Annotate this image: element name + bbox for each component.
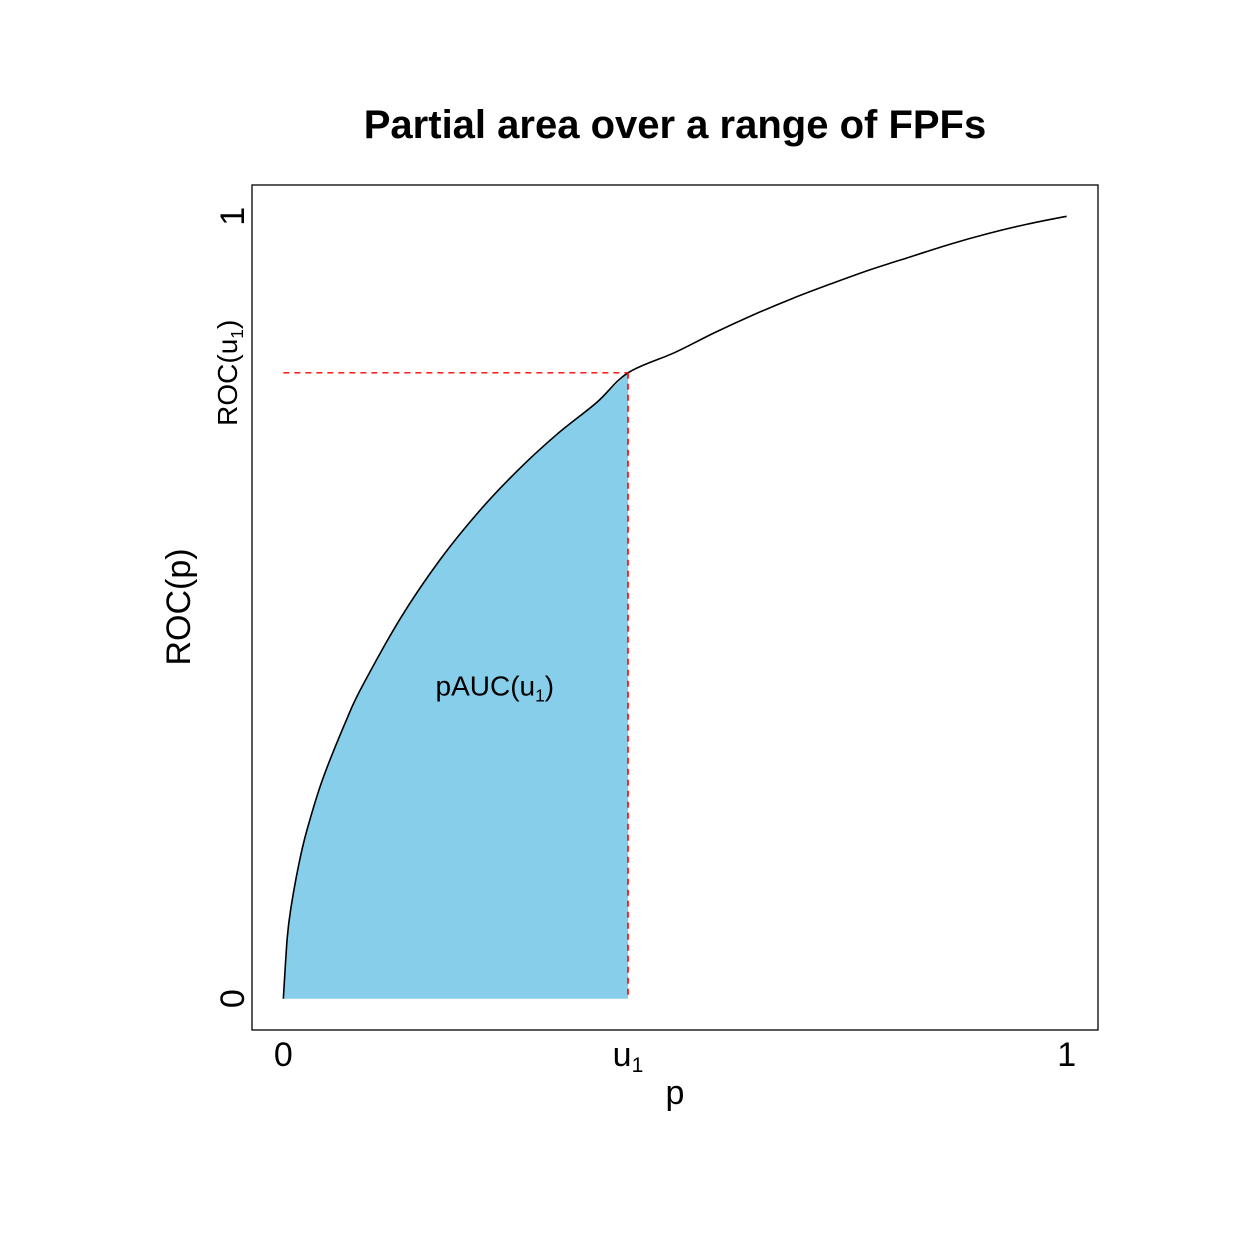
plot-frame bbox=[251, 184, 1099, 1031]
roc-curve bbox=[282, 215, 1067, 999]
y-axis-ticks: 0 ROC(u1) 1 bbox=[212, 207, 252, 1008]
pauc-annotation: pAUC(u1) bbox=[436, 671, 555, 706]
x-tick-label: 0 bbox=[274, 1036, 293, 1074]
y-tick-label: 1 bbox=[214, 207, 252, 226]
x-axis-label: p bbox=[666, 1074, 685, 1112]
x-tick-label: u1 bbox=[613, 1036, 644, 1077]
y-tick-label: 0 bbox=[214, 989, 252, 1008]
chart-title: Partial area over a range of FPFs bbox=[364, 103, 986, 147]
y-axis-label: ROC(p) bbox=[160, 548, 198, 665]
y-tick-label: ROC(u1) bbox=[212, 320, 247, 426]
x-tick-label: 1 bbox=[1057, 1036, 1076, 1074]
plot-area: pAUC(u1) bbox=[282, 215, 1067, 999]
pauc-shaded-area bbox=[283, 372, 628, 999]
x-axis-ticks: 0 u1 1 bbox=[274, 1036, 1076, 1077]
